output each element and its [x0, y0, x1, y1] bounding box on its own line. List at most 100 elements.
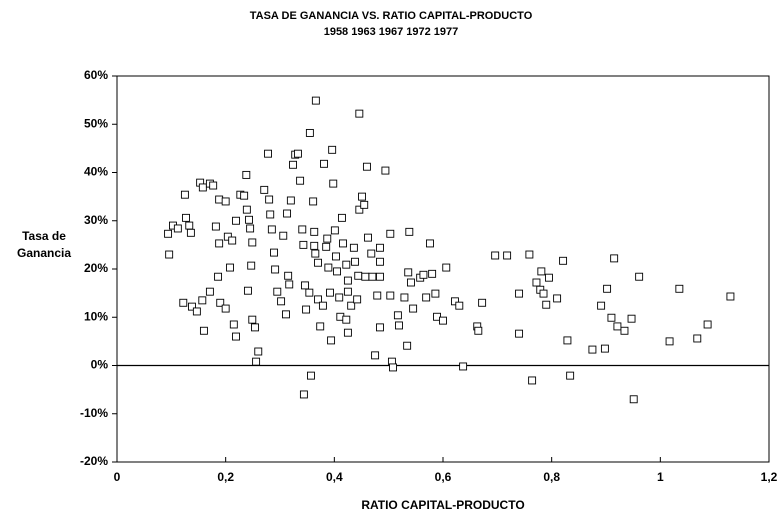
point	[245, 215, 253, 224]
point	[251, 323, 259, 332]
point	[328, 145, 337, 154]
point	[373, 291, 382, 300]
point	[173, 224, 182, 233]
x-tick-label: 0,8	[543, 470, 560, 484]
point	[309, 197, 318, 206]
point	[405, 227, 414, 236]
point	[376, 243, 384, 252]
point	[320, 159, 328, 168]
point	[347, 301, 356, 310]
point	[358, 192, 366, 201]
point	[323, 234, 332, 243]
point	[273, 287, 282, 296]
point	[376, 257, 384, 266]
y-tick-label: 40%	[84, 165, 108, 179]
point	[285, 280, 294, 289]
point	[406, 278, 415, 287]
point	[403, 341, 412, 350]
point	[566, 371, 575, 380]
y-axis-label: Tasa de	[22, 229, 66, 243]
point	[342, 260, 351, 269]
point	[314, 295, 322, 304]
point	[221, 197, 230, 206]
point	[362, 162, 371, 171]
point	[451, 297, 459, 306]
point	[246, 224, 255, 233]
point	[635, 272, 644, 281]
point	[247, 261, 256, 270]
point	[271, 265, 280, 274]
point	[266, 210, 275, 219]
point	[279, 231, 288, 240]
point	[305, 288, 314, 297]
point	[545, 273, 553, 282]
point	[528, 376, 537, 385]
point	[559, 256, 568, 265]
point	[199, 326, 208, 335]
point	[431, 289, 440, 298]
point	[205, 287, 214, 296]
point	[353, 295, 362, 304]
point	[330, 226, 339, 235]
point	[376, 323, 384, 332]
point	[343, 276, 352, 285]
point	[665, 337, 674, 346]
point	[603, 284, 612, 293]
y-tick-label: 50%	[84, 116, 108, 130]
x-tick-label: 1	[657, 470, 664, 484]
point	[226, 263, 234, 272]
point	[515, 329, 524, 338]
point	[180, 190, 189, 199]
point	[360, 200, 369, 209]
point	[491, 251, 500, 260]
point	[335, 293, 344, 302]
point	[270, 248, 278, 257]
chart-title: TASA DE GANANCIA VS. RATIO CAPITAL-PRODU…	[250, 10, 533, 22]
point	[539, 289, 548, 298]
x-tick-label: 0,2	[217, 470, 234, 484]
point	[260, 185, 269, 194]
point	[310, 227, 319, 236]
point	[215, 195, 224, 204]
point	[474, 326, 483, 335]
point	[376, 272, 384, 281]
point	[355, 205, 364, 214]
point	[264, 149, 272, 158]
point	[267, 225, 276, 234]
point	[192, 307, 201, 316]
x-tick-label: 0,4	[326, 470, 343, 484]
point	[286, 196, 295, 205]
point	[355, 109, 364, 118]
point	[164, 229, 173, 238]
point	[229, 320, 238, 329]
point	[371, 351, 380, 360]
point	[693, 334, 702, 343]
point	[442, 263, 451, 272]
point	[165, 250, 174, 259]
point	[305, 128, 314, 137]
point	[563, 336, 572, 345]
point	[265, 195, 274, 204]
point	[542, 300, 551, 309]
point	[299, 390, 308, 399]
point	[627, 314, 636, 323]
point	[209, 181, 218, 190]
point	[439, 316, 447, 325]
y-tick-label: 60%	[84, 68, 108, 82]
point	[342, 315, 351, 324]
point	[386, 229, 395, 238]
point	[404, 268, 413, 277]
point	[459, 362, 468, 371]
point	[298, 225, 307, 234]
point	[428, 269, 437, 278]
point	[311, 249, 320, 258]
point	[198, 183, 207, 192]
point	[419, 270, 428, 279]
point	[343, 328, 352, 337]
y-tick-label: 10%	[84, 309, 108, 323]
point	[393, 311, 402, 320]
point	[243, 286, 252, 295]
point	[242, 205, 251, 214]
point	[588, 345, 597, 354]
point	[248, 315, 257, 324]
